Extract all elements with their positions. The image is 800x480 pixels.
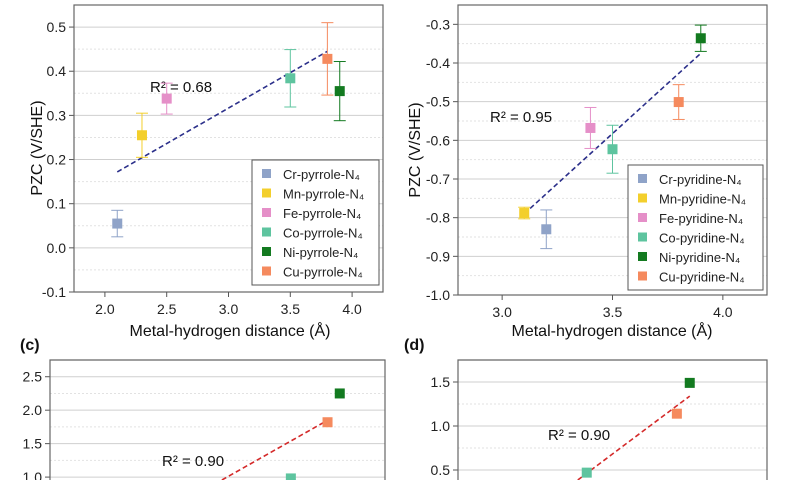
y-tick-label: 0.4 xyxy=(47,63,67,79)
legend: Cr-pyridine-N₄ Mn-pyridine-N₄ Fe-pyridine-… xyxy=(627,164,764,291)
legend-swatch xyxy=(638,213,647,222)
fit-line xyxy=(221,417,332,480)
data-point-Ni xyxy=(684,377,695,388)
legend-entry: Cu-pyridine-N₄ xyxy=(659,270,745,285)
y-tick-label: 1.0 xyxy=(431,418,451,434)
data-point-Mn xyxy=(136,130,147,141)
r-squared-annotation: R² = 0.68 xyxy=(150,79,212,96)
legend-entry: Cu-pyrrole-N₄ xyxy=(283,265,363,280)
y-axis-label: PZC (V/SHE) xyxy=(29,100,46,195)
x-axis-label: Metal-hydrogen distance (Å) xyxy=(130,321,331,340)
y-tick-label: -0.4 xyxy=(426,55,450,71)
legend-entry: Fe-pyridine-N₄ xyxy=(659,211,743,226)
y-tick-label: -0.8 xyxy=(426,210,450,226)
legend-entry: Ni-pyrrole-N₄ xyxy=(283,245,358,260)
y-tick-label: -0.9 xyxy=(426,248,450,264)
y-tick-label: 0.2 xyxy=(47,152,67,168)
fit-line xyxy=(577,395,691,480)
legend-swatch xyxy=(262,227,271,237)
legend-entry: Co-pyridine-N₄ xyxy=(659,231,745,246)
y-axis-label: PZC (V/SHE) xyxy=(407,102,424,197)
legend: Cr-pyrrole-N₄ Mn-pyrrole-N₄ Fe-pyrrole-N₄ C… xyxy=(251,159,380,286)
plot-frame xyxy=(457,359,768,480)
legend-entry: Ni-pyridine-N₄ xyxy=(659,250,740,265)
y-tick-label: 1.5 xyxy=(23,436,43,452)
data-point-Mn xyxy=(519,208,530,219)
y-tick-label: 0.1 xyxy=(47,196,67,212)
x-tick-label: 2.5 xyxy=(157,301,177,317)
x-tick-label: 4.0 xyxy=(713,304,733,320)
x-tick-label: 3.5 xyxy=(603,304,623,320)
data-point-Cr xyxy=(541,224,552,235)
legend-swatch xyxy=(262,208,271,217)
data-point-Co xyxy=(581,467,592,478)
y-tick-label: 0.0 xyxy=(47,240,67,256)
chart-panel-3: 0.5 1.0 1.5 (d) R² = 0.90 xyxy=(404,337,768,480)
chart-panel-2: 1.0 1.5 2.0 2.5 (c) R² = 0.90 xyxy=(20,337,386,480)
legend-swatch xyxy=(262,188,271,198)
y-tick-label: -1.0 xyxy=(426,287,450,303)
legend-swatch xyxy=(638,271,647,281)
data-point-Ni xyxy=(695,33,706,44)
data-point-Co xyxy=(285,73,296,84)
data-point-Cu xyxy=(671,408,682,419)
y-tick-label: 2.0 xyxy=(23,402,43,418)
fit-line xyxy=(116,50,328,173)
legend-box xyxy=(627,164,764,291)
legend-entry: Mn-pyridine-N₄ xyxy=(659,192,746,207)
panel-label: (d) xyxy=(404,337,424,354)
legend-swatch xyxy=(262,266,271,276)
x-axis-label: Metal-hydrogen distance (Å) xyxy=(512,321,713,340)
plot-frame xyxy=(49,359,386,480)
chart-panel-1: -1.0 -0.9 -0.8 -0.7 -0.6 -0.5 -0.4 -0.3 3.0 3.5 4.… xyxy=(407,4,768,340)
x-tick-label: 3.0 xyxy=(492,304,512,320)
x-tick-label: 4.0 xyxy=(342,301,362,317)
y-tick-label: 0.3 xyxy=(47,107,67,123)
data-point-Ni xyxy=(334,86,345,97)
data-point-Ni xyxy=(334,388,345,399)
r-squared-annotation: R² = 0.95 xyxy=(490,109,552,126)
x-tick-label: 3.5 xyxy=(281,301,301,317)
y-tick-label: 2.5 xyxy=(23,369,43,385)
legend-entry: Co-pyrrole-N₄ xyxy=(283,226,363,241)
data-point-Cu xyxy=(322,53,333,64)
legend-entry: Mn-pyrrole-N₄ xyxy=(283,187,364,202)
y-tick-label: -0.3 xyxy=(426,16,450,32)
data-point-Cu xyxy=(673,97,684,108)
x-tick-label: 2.0 xyxy=(95,301,115,317)
y-tick-label: -0.7 xyxy=(426,171,450,187)
y-tick-label: 0.5 xyxy=(47,19,67,35)
y-tick-label: -0.5 xyxy=(426,94,450,110)
y-tick-label: -0.1 xyxy=(42,284,66,300)
y-tick-label: 1.0 xyxy=(23,469,43,480)
legend-entry: Cr-pyrrole-N₄ xyxy=(283,167,360,182)
data-point-Co xyxy=(285,473,296,480)
legend-swatch xyxy=(262,247,271,256)
legend-swatch xyxy=(638,193,647,203)
legend-swatch xyxy=(638,174,647,183)
data-point-Fe xyxy=(585,122,596,133)
y-tick-label: 0.5 xyxy=(431,462,451,478)
y-tick-label: -0.6 xyxy=(426,132,450,148)
legend-swatch xyxy=(638,232,647,242)
legend-entry: Cr-pyridine-N₄ xyxy=(659,172,742,187)
data-point-Co xyxy=(607,144,618,155)
r-squared-annotation: R² = 0.90 xyxy=(162,453,224,470)
x-tick-label: 3.0 xyxy=(219,301,239,317)
y-tick-label: 1.5 xyxy=(431,374,451,390)
data-point-Fe xyxy=(161,93,172,104)
panel-label: (c) xyxy=(20,337,40,354)
data-point-Cu xyxy=(322,417,333,428)
legend-entry: Fe-pyrrole-N₄ xyxy=(283,206,361,221)
r-squared-annotation: R² = 0.90 xyxy=(548,427,610,444)
legend-swatch xyxy=(262,169,271,178)
legend-box xyxy=(251,159,380,286)
data-point-Cr xyxy=(112,218,123,229)
chart-panel-0: -0.1 0.0 0.1 0.2 0.3 0.4 0.5 2.0 2.5 3.0 3.5 4.0 Met… xyxy=(29,4,384,340)
legend-swatch xyxy=(638,252,647,261)
